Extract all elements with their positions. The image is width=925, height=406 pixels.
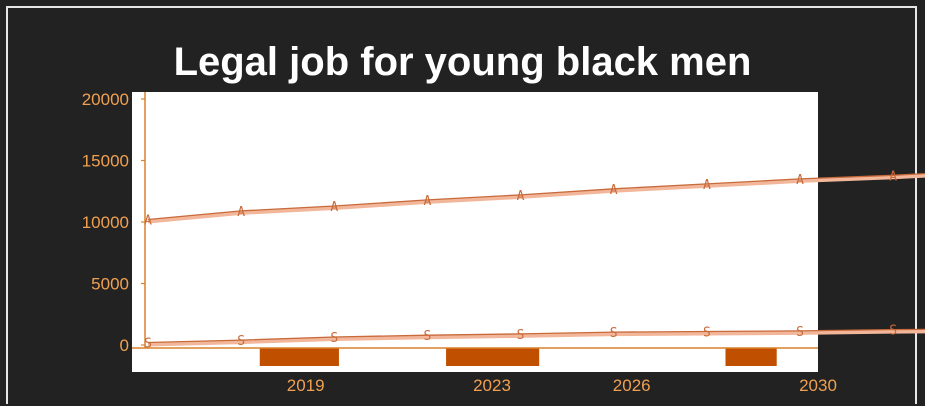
x-tick-label: 2019 — [287, 376, 325, 395]
y-tick-label: 15000 — [82, 152, 129, 171]
y-tick-label: 20000 — [82, 90, 129, 109]
series-1-shadow — [147, 329, 925, 347]
x-tick-label: 2023 — [473, 376, 511, 395]
event-bars — [259, 348, 777, 366]
x-tick-label: 2026 — [613, 376, 651, 395]
event-bar-0 — [259, 348, 339, 366]
event-bar-1 — [446, 348, 540, 366]
series-0-line — [147, 172, 925, 221]
series-1-marker: S — [889, 324, 897, 339]
chart-title: Legal job for young black men — [173, 40, 752, 84]
x-tick-label: 2030 — [799, 376, 837, 395]
series-0-marker: A — [330, 200, 338, 215]
series-1-marker: S — [144, 337, 152, 352]
series-group: AAAAAAAAAAASSSSSSSSSSS — [144, 169, 925, 352]
axes — [132, 92, 818, 349]
series-0-shadow — [147, 173, 925, 224]
y-tick-label: 10000 — [82, 213, 129, 232]
series-1-marker: S — [237, 334, 245, 349]
series-0-marker: A — [796, 173, 804, 188]
series-1-marker: S — [610, 326, 618, 341]
y-tick-label: 0 — [120, 336, 129, 355]
series-1-marker: S — [796, 325, 804, 340]
series-0-marker: A — [610, 183, 618, 198]
series-0-marker: A — [889, 169, 897, 184]
y-tick-labels: 0 5000 10000 15000 20000 — [82, 90, 145, 355]
event-bar-2 — [725, 348, 777, 366]
series-0-marker: A — [237, 205, 245, 220]
series-1-line — [147, 328, 925, 344]
x-tick-labels: 2019 2023 2026 2030 — [287, 376, 837, 395]
series-1-marker: S — [517, 328, 525, 343]
series-0-marker: A — [703, 178, 711, 193]
series-0-marker: A — [517, 189, 525, 204]
chart-frame — [6, 6, 917, 404]
y-tick-label: 5000 — [91, 275, 129, 294]
series-0-marker: A — [424, 194, 432, 209]
series-1-marker: S — [424, 329, 432, 344]
series-1-marker: S — [330, 331, 338, 346]
series-0-marker: A — [144, 214, 152, 229]
plot-area — [132, 92, 818, 372]
series-1-marker: S — [703, 325, 711, 340]
